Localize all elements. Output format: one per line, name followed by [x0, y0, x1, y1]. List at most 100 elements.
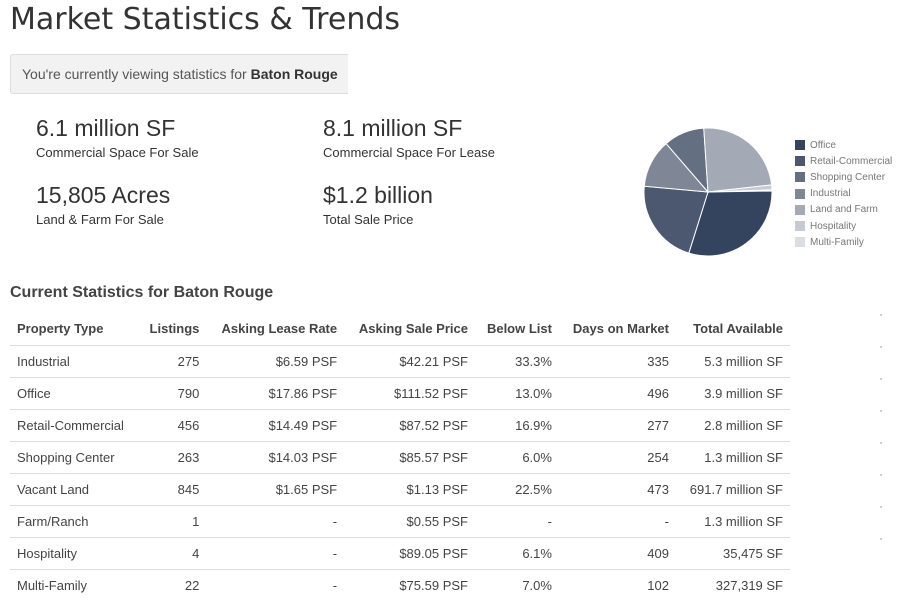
stat-label: Commercial Space For Sale — [36, 145, 199, 160]
page-title: Market Statistics & Trends — [10, 2, 400, 37]
stat-land-farm: 15,805 Acres Land & Farm For Sale — [36, 181, 170, 229]
table-cell: 1.3 million SF — [675, 504, 790, 537]
table-cell: $1.13 PSF — [344, 472, 475, 505]
table-cell: Hospitality — [10, 536, 139, 569]
table-cell: 790 — [138, 376, 207, 409]
legend-swatch — [795, 140, 805, 151]
table-cell: 275 — [138, 344, 207, 377]
table-row: Multi-Family 22- $75.59 PSF 7.0% 102 327,319 … — [10, 568, 790, 601]
table-cell: 327,319 SF — [675, 568, 790, 601]
table-cell: - — [558, 504, 676, 537]
table-cell: 335 — [558, 344, 676, 377]
column-header: Days on Market — [558, 313, 676, 346]
chart-legend: Office Retail-Commercial Shopping Center In… — [795, 137, 892, 250]
table-row: Retail-Commercial 456 $14.49 PSF $87.52 PSF… — [10, 408, 790, 441]
legend-item: Hospitality — [795, 218, 892, 234]
table-cell: 3.9 million SF — [675, 376, 790, 409]
table-cell: Shopping Center — [10, 440, 139, 473]
table-cell: 35,475 SF — [675, 536, 790, 569]
table-cell: 456 — [138, 408, 207, 441]
legend-item: Shopping Center — [795, 169, 892, 185]
table-cell: $42.21 PSF — [344, 344, 475, 377]
legend-label: Shopping Center — [810, 171, 886, 183]
scroll-indicator — [880, 314, 882, 570]
legend-item: Land and Farm — [795, 202, 892, 218]
legend-item: Retail-Commercial — [795, 153, 892, 169]
legend-swatch — [795, 188, 805, 199]
table-cell: 22 — [138, 568, 207, 601]
table-cell: 102 — [558, 568, 676, 601]
legend-label: Multi-Family — [810, 236, 864, 248]
column-header: Listings — [138, 313, 207, 346]
stat-value: 6.1 million SF — [36, 115, 176, 141]
legend-item: Multi-Family — [795, 234, 892, 250]
table-cell: Multi-Family — [10, 568, 139, 601]
column-header: Below List — [474, 313, 559, 346]
legend-label: Hospitality — [810, 220, 857, 232]
table-cell: $14.49 PSF — [206, 408, 345, 441]
table-cell: 473 — [558, 472, 676, 505]
table-cell: 277 — [558, 408, 676, 441]
stat-commercial-lease: 8.1 million SF Commercial Space For Leas… — [323, 114, 495, 162]
table-cell: 845 — [138, 472, 207, 505]
table-cell: 4 — [138, 536, 207, 569]
table-cell: - — [206, 504, 345, 537]
table-cell: 33.3% — [474, 344, 559, 377]
legend-label: Land and Farm — [810, 204, 878, 216]
table-row: Vacant Land 845 $1.65 PSF $1.13 PSF 22.5% 473… — [10, 472, 790, 505]
column-header: Property Type — [10, 313, 139, 346]
table-cell: 1 — [138, 504, 207, 537]
table-cell: 496 — [558, 376, 676, 409]
statistics-table: Property Type Listings Asking Lease Rate As… — [10, 313, 790, 601]
table-cell: - — [474, 504, 559, 537]
table-row: Shopping Center 263 $14.03 PSF $85.57 PSF 6.… — [10, 440, 790, 473]
table-cell: $111.52 PSF — [344, 376, 475, 409]
table-cell: 13.0% — [474, 376, 559, 409]
table-cell: 5.3 million SF — [675, 344, 790, 377]
table-row: Hospitality 4- $89.05 PSF 6.1% 409 35,475 SF — [10, 536, 790, 569]
table-header-row: Property Type Listings Asking Lease Rate As… — [10, 313, 790, 346]
legend-label: Retail-Commercial — [810, 155, 893, 167]
table-cell: $0.55 PSF — [344, 504, 475, 537]
table-cell: 2.8 million SF — [675, 408, 790, 441]
pie-slice-retail-commercial — [643, 185, 709, 254]
table-cell: Retail-Commercial — [10, 408, 139, 441]
table-cell: $6.59 PSF — [206, 344, 345, 377]
table-cell: 263 — [138, 440, 207, 473]
table-cell: Vacant Land — [10, 472, 139, 505]
legend-swatch — [795, 204, 805, 215]
table-cell: - — [206, 568, 345, 601]
column-header: Asking Sale Price — [344, 313, 475, 346]
table-cell: $1.65 PSF — [206, 472, 345, 505]
pie-slice-hospitality — [707, 184, 773, 193]
legend-item: Office — [795, 137, 892, 153]
table-cell: 7.0% — [474, 568, 559, 601]
table-cell: 22.5% — [474, 472, 559, 505]
pie-slice-office — [688, 190, 773, 257]
table-cell: - — [206, 536, 345, 569]
table-cell: 6.1% — [474, 536, 559, 569]
legend-item: Industrial — [795, 186, 892, 202]
legend-label: Industrial — [810, 188, 851, 200]
table-cell: $17.86 PSF — [206, 376, 345, 409]
table-cell: 6.0% — [474, 440, 559, 473]
column-header: Asking Lease Rate — [206, 313, 345, 346]
table-cell: $85.57 PSF — [344, 440, 475, 473]
stat-value: 8.1 million SF — [323, 115, 463, 141]
legend-label: Office — [810, 139, 836, 151]
stat-value: $1.2 billion — [323, 182, 433, 208]
stat-label: Commercial Space For Lease — [323, 145, 495, 160]
table-cell: 691.7 million SF — [675, 472, 790, 505]
table-row: Industrial 275 $6.59 PSF $42.21 PSF 33.3% 335… — [10, 344, 790, 377]
stat-total-sale-price: $1.2 billion Total Sale Price — [323, 181, 433, 229]
table-cell: 254 — [558, 440, 676, 473]
table-cell: 16.9% — [474, 408, 559, 441]
table-cell: $14.03 PSF — [206, 440, 345, 473]
table-cell: Farm/Ranch — [10, 504, 139, 537]
stat-label: Total Sale Price — [323, 212, 414, 227]
location-selector[interactable]: You're currently viewing statistics for … — [10, 54, 348, 94]
table-cell: 1.3 million SF — [675, 440, 790, 473]
table-cell: $89.05 PSF — [344, 536, 475, 569]
viewing-prefix-text: You're currently viewing statistics for — [22, 66, 251, 82]
stat-label: Land & Farm For Sale — [36, 212, 164, 227]
